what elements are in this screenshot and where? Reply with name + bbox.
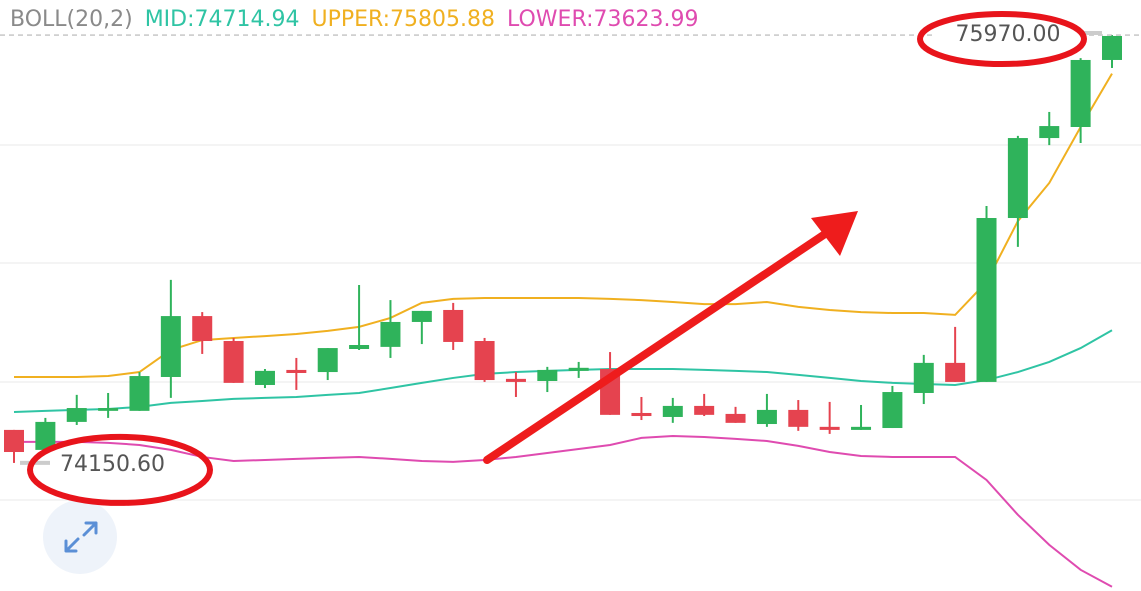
candle-body [1039,126,1060,139]
max-label-bg [932,21,1082,50]
legend-title: BOLL(20,2) [10,7,133,32]
candle-body [568,367,589,371]
candle-body [443,309,464,342]
candle-body [537,369,558,381]
candle-body [819,426,840,430]
candle-body [317,348,338,373]
plot [4,35,1122,588]
candle-body [756,409,777,425]
boll-line [14,73,1113,378]
candle-body [66,408,87,422]
candle-body [349,345,370,350]
grid [0,144,1141,501]
candle-body [505,378,526,382]
candle-body [192,316,213,342]
candle-body [254,370,275,385]
expand-button[interactable] [43,500,117,574]
candle-body [35,421,56,450]
candle-body [976,218,997,382]
arrow [483,211,858,464]
candle-body [1007,138,1028,219]
arrow-shaft [483,228,832,464]
candle-body [631,412,652,417]
candle-body [788,409,809,427]
candle-body [913,362,934,393]
legend-entry: LOWER:73623.99 [507,7,698,32]
expand-icon[interactable] [64,521,98,553]
candle-body [694,405,715,415]
expand-bg[interactable] [43,500,117,574]
highlight-ellipse [917,11,1087,68]
candle-body [851,426,872,430]
candle-body [1070,59,1091,127]
max-label: 75970.00 [956,22,1061,47]
candle-body [98,408,119,411]
candle-body [223,341,244,383]
candle-body [474,341,495,381]
candle-body [411,310,432,322]
candle-body [945,362,966,382]
candle-body [1102,35,1122,60]
candle-body [725,413,746,423]
candle-body [129,376,150,411]
highlight-ellipse [27,433,213,506]
candle-body [662,405,683,417]
legend-entry: UPPER:75805.88 [311,7,495,32]
boll-line [14,435,1113,588]
arrow-head [811,211,858,256]
candle-body [286,369,307,373]
min-label: 74150.60 [60,452,165,477]
candle-body [160,316,181,377]
legend: BOLL(20,2) MID:74714.94 UPPER:75805.88 LOW… [10,7,698,32]
legend-entry: MID:74714.94 [145,7,300,32]
candle-body [380,321,401,347]
candle-body [4,429,24,453]
candle-body [882,392,903,429]
